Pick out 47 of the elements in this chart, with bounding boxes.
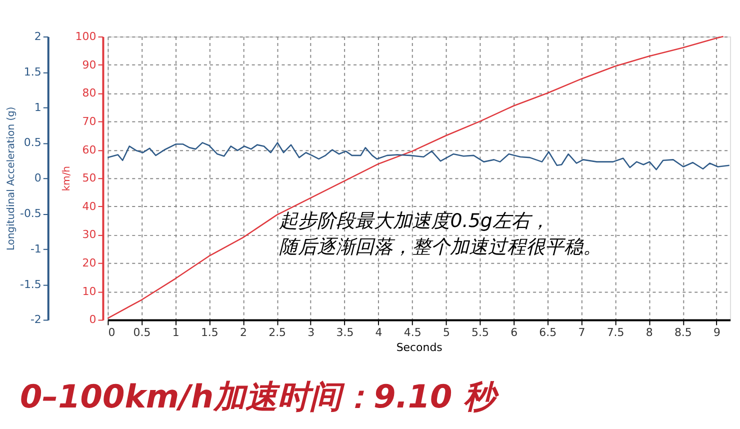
x-axis-title: Seconds (396, 341, 443, 354)
x-tick-label: 4.5 (404, 326, 422, 340)
y2-tick-label: 1 (34, 100, 42, 114)
y2-tick-label: 1.5 (24, 65, 42, 78)
annotation: 随后逐渐回落，整个加速过程很平稳。 (279, 236, 602, 258)
x-tick-label: 4 (375, 326, 382, 340)
y2-tick-label: 0.5 (24, 136, 42, 150)
text: 0–100km/h加速时间：9.10 秒 (20, 377, 500, 416)
y2-tick-label: 2 (34, 30, 42, 43)
y-tick-label: 30 (82, 228, 96, 242)
x-tick-label: 0.5 (133, 326, 151, 340)
x-tick-label: 2 (240, 326, 247, 340)
y-tick-label: 10 (82, 284, 96, 298)
y-tick-label: 100 (75, 30, 96, 43)
y2-tick-label: 0 (34, 172, 42, 185)
x-tick-label: 8.5 (674, 326, 692, 340)
y2-tick-label: -0.5 (20, 206, 42, 220)
y-tick-label: 50 (82, 172, 96, 185)
y-tick-label: 0 (89, 313, 96, 326)
x-tick-label: 7 (578, 326, 586, 340)
line-series (107, 36, 724, 319)
x-tick-label: 5.5 (472, 326, 489, 340)
line-series (107, 142, 730, 170)
y-tick-label: 70 (82, 114, 96, 128)
x-tick-label: 6 (510, 326, 518, 340)
x-tick-label: 5 (442, 326, 450, 340)
x-tick-label: 2.5 (268, 326, 286, 340)
y2-tick-label: -1.5 (20, 278, 42, 291)
y-axis-title: km/h (61, 166, 72, 192)
x-tick-label: 0 (108, 326, 116, 340)
x-tick-label: 8 (646, 326, 653, 340)
x-tick-label: 3 (308, 326, 315, 340)
y-tick-label: 80 (82, 86, 96, 100)
y-tick-label: 90 (82, 58, 96, 72)
x-tick-label: 7.5 (606, 326, 624, 340)
x-tick-label: 3.5 (336, 326, 354, 340)
annotation: 起步阶段最大加速度0.5g左右， (279, 210, 550, 232)
x-tick-label: 1.5 (200, 326, 218, 340)
y2-tick-label: -2 (30, 313, 42, 326)
y-tick-label: 20 (82, 256, 96, 270)
x-tick-label: 1 (172, 326, 180, 340)
x-tick-label: 6.5 (539, 326, 557, 340)
y-tick-label: 40 (82, 200, 96, 213)
x-tick-label: 9 (714, 326, 721, 340)
y2-tick-label: -1 (30, 242, 42, 256)
y-tick-label: 60 (82, 143, 96, 156)
y2-axis-title: Longitudinal Acceleration (g) (6, 106, 17, 250)
